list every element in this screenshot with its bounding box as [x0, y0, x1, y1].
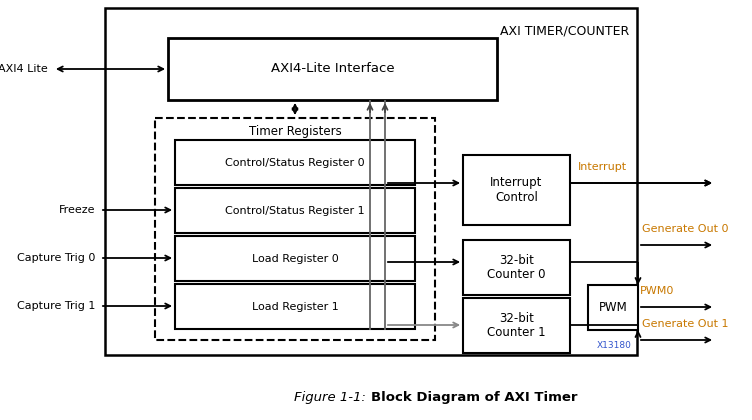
Text: AXI TIMER/COUNTER: AXI TIMER/COUNTER: [500, 24, 629, 37]
Bar: [105, 8, 637, 355]
Text: 32-bit
Counter 1: 32-bit Counter 1: [487, 312, 546, 339]
Bar: [175, 140, 415, 185]
Text: Interrupt
Control: Interrupt Control: [490, 176, 543, 204]
Text: Control/Status Register 0: Control/Status Register 0: [225, 158, 365, 168]
Bar: [168, 38, 497, 100]
Text: Load Register 1: Load Register 1: [252, 302, 338, 312]
Text: PWM: PWM: [599, 301, 627, 314]
Bar: [175, 188, 415, 233]
Text: Capture Trig 1: Capture Trig 1: [17, 301, 95, 311]
Text: Interrupt: Interrupt: [578, 162, 627, 172]
Text: Capture Trig 0: Capture Trig 0: [17, 253, 95, 263]
Text: Figure 1-1:: Figure 1-1:: [294, 391, 366, 404]
Text: Load Register 0: Load Register 0: [252, 254, 338, 263]
Text: Control/Status Register 1: Control/Status Register 1: [225, 205, 365, 215]
Bar: [463, 298, 570, 353]
Text: Freeze: Freeze: [59, 205, 95, 215]
Text: AXI4 Lite: AXI4 Lite: [0, 64, 48, 74]
Text: Generate Out 1: Generate Out 1: [642, 319, 729, 329]
Text: AXI4-Lite Interface: AXI4-Lite Interface: [271, 63, 394, 76]
Text: Generate Out 0: Generate Out 0: [642, 224, 729, 234]
Bar: [463, 155, 570, 225]
Text: X13180: X13180: [597, 341, 632, 350]
Bar: [588, 285, 638, 330]
Text: 32-bit
Counter 0: 32-bit Counter 0: [487, 254, 546, 281]
Text: Timer Registers: Timer Registers: [249, 126, 341, 139]
Text: Block Diagram of AXI Timer: Block Diagram of AXI Timer: [371, 391, 578, 404]
Bar: [175, 284, 415, 329]
Bar: [463, 240, 570, 295]
Bar: [155, 118, 435, 340]
Bar: [175, 236, 415, 281]
Text: PWM0: PWM0: [640, 286, 675, 296]
